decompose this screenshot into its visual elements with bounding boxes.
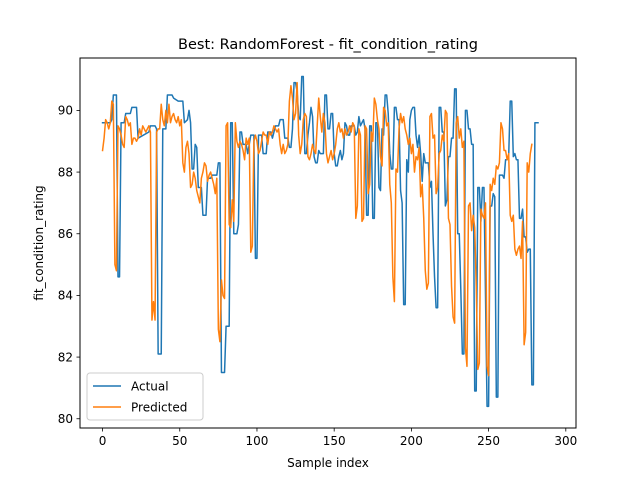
legend: Actual Predicted <box>86 372 204 421</box>
axes-frame <box>79 57 577 429</box>
y-axis: 80 82 84 86 88 90 <box>58 104 80 426</box>
y-tick-label: 82 <box>58 350 73 364</box>
x-axis-label: Sample index <box>287 456 369 470</box>
chart-title: Best: RandomForest - fit_condition_ratin… <box>178 37 478 53</box>
y-tick-label: 84 <box>58 289 73 303</box>
y-axis-label: fit_condition_rating <box>32 185 46 300</box>
x-tick-label: 50 <box>172 434 187 448</box>
x-tick-label: 300 <box>554 434 577 448</box>
x-tick-label: 250 <box>477 434 500 448</box>
x-tick-label: 150 <box>323 434 346 448</box>
y-tick-label: 88 <box>58 165 73 179</box>
y-tick-label: 86 <box>58 227 73 241</box>
x-tick-label: 100 <box>246 434 269 448</box>
legend-label-predicted: Predicted <box>131 400 187 414</box>
x-tick-label: 200 <box>400 434 423 448</box>
series-line-predicted <box>101 81 533 377</box>
y-tick-label: 80 <box>58 412 73 426</box>
y-tick-label: 90 <box>58 104 73 118</box>
plot-area <box>101 75 539 408</box>
x-tick-label: 0 <box>99 434 107 448</box>
legend-label-actual: Actual <box>131 379 169 393</box>
x-axis: 0 50 100 150 200 250 300 <box>99 428 577 448</box>
legend-box <box>86 372 204 421</box>
